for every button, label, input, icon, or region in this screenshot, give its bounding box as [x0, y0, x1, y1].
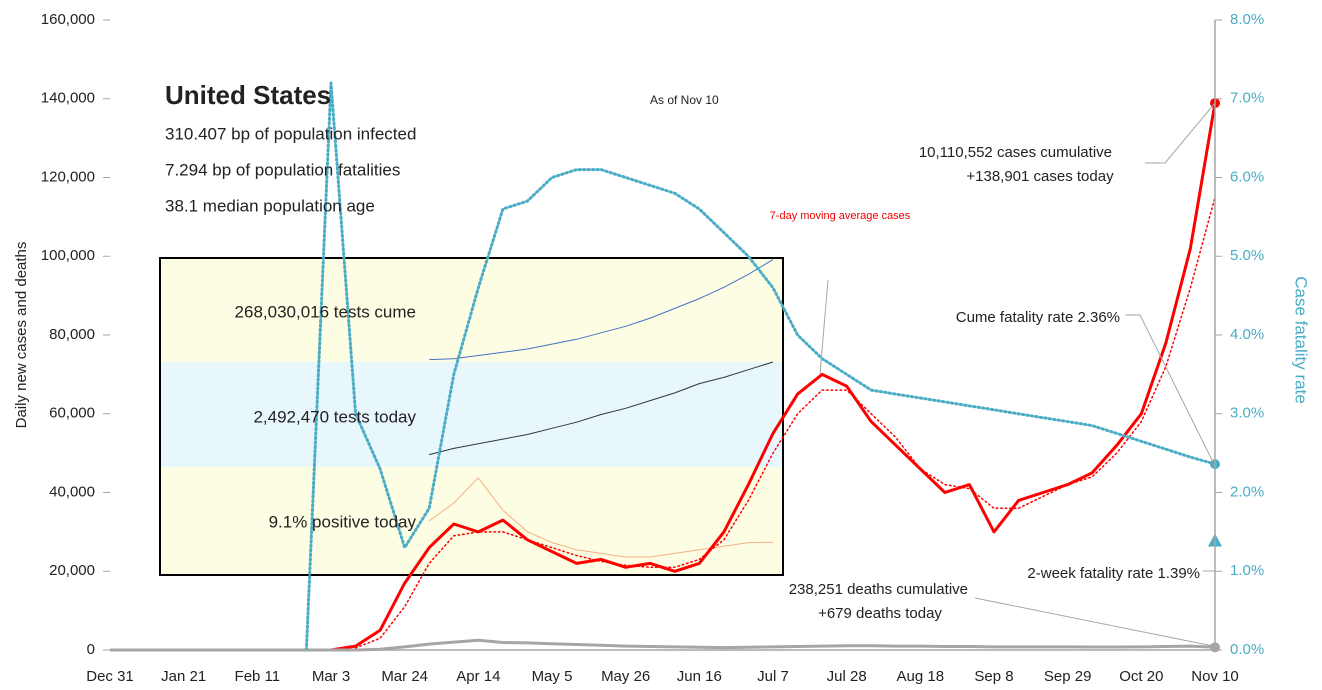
y-axis-title: Daily new cases and deaths: [13, 242, 30, 429]
annotation: 38.1 median population age: [165, 196, 375, 215]
x-tick-label: Sep 8: [974, 668, 1013, 685]
y2-tick-label: 2.0%: [1230, 483, 1264, 500]
y-tick-label: 80,000: [49, 326, 95, 343]
leader-line: [1145, 102, 1216, 164]
leader-line: [819, 279, 829, 375]
annotation: 2-week fatality rate 1.39%: [1027, 565, 1200, 582]
y-tick-label: 20,000: [49, 562, 95, 579]
annotation: As of Nov 10: [650, 93, 719, 107]
y-tick-label: 120,000: [41, 168, 95, 185]
annotation: +679 deaths today: [818, 605, 942, 622]
annotation: 310.407 bp of population infected: [165, 124, 416, 143]
annotation: 238,251 deaths cumulative: [789, 581, 968, 598]
annotation: 7.294 bp of population fatalities: [165, 160, 400, 179]
x-tick-label: May 26: [601, 668, 650, 685]
annotation: 10,110,552 cases cumulative: [919, 144, 1112, 161]
x-tick-label: Jul 7: [757, 668, 789, 685]
inset-band: [160, 467, 783, 575]
inset-label: 268,030,016 tests cume: [235, 302, 416, 321]
series-line: [354, 196, 1216, 649]
x-tick-label: Oct 20: [1119, 668, 1163, 685]
series-line: [428, 477, 774, 558]
y2-tick-label: 6.0%: [1230, 168, 1264, 185]
series-label: 7-day moving average cases: [770, 210, 911, 222]
x-tick-label: Sep 29: [1044, 668, 1092, 685]
y2-tick-label: 5.0%: [1230, 247, 1264, 264]
inset-label: 9.1% positive today: [269, 512, 417, 531]
y-tick-label: 140,000: [41, 90, 95, 107]
x-tick-label: Aug 18: [897, 668, 945, 685]
y2-tick-label: 1.0%: [1230, 562, 1264, 579]
y-tick-label: 40,000: [49, 483, 95, 500]
y2-tick-label: 3.0%: [1230, 405, 1264, 422]
leader-lines: [819, 102, 1216, 647]
country-title: United States: [165, 80, 331, 110]
x-tick-label: Jun 16: [677, 668, 722, 685]
inset-label: 2,492,470 tests today: [253, 407, 416, 426]
y-tick-label: 160,000: [41, 11, 95, 28]
y2-tick-label: 0.0%: [1230, 641, 1264, 658]
x-tick-label: Dec 31: [86, 668, 134, 685]
x-tick-label: Jan 21: [161, 668, 206, 685]
y2-tick-label: 8.0%: [1230, 11, 1264, 28]
series-line: [110, 638, 1216, 652]
annotation: +138,901 cases today: [966, 168, 1114, 185]
inset-band: [160, 362, 783, 467]
inset-box: [159, 257, 784, 576]
x-tick-label: Nov 10: [1191, 668, 1239, 685]
y-tick-label: 0: [87, 641, 95, 658]
y2-tick-label: 4.0%: [1230, 326, 1264, 343]
x-tick-label: Feb 11: [235, 668, 281, 685]
x-tick-label: May 5: [532, 668, 573, 685]
series-line: [304, 81, 1217, 652]
x-tick-label: Jul 28: [827, 668, 867, 685]
y-tick-label: 60,000: [49, 405, 95, 422]
y-tick-label: 100,000: [41, 247, 95, 264]
leader-line: [1125, 314, 1214, 463]
x-tick-label: Mar 3: [312, 668, 350, 685]
leader-line: [974, 597, 1214, 647]
x-tick-label: Mar 24: [381, 668, 428, 685]
series-line: [429, 259, 774, 361]
y2-axis-title: Case fatality rate: [1292, 276, 1311, 404]
x-tick-label: Apr 14: [456, 668, 500, 685]
y2-tick-label: 7.0%: [1230, 90, 1264, 107]
series-line: [429, 361, 774, 456]
annotation: Cume fatality rate 2.36%: [956, 309, 1120, 326]
